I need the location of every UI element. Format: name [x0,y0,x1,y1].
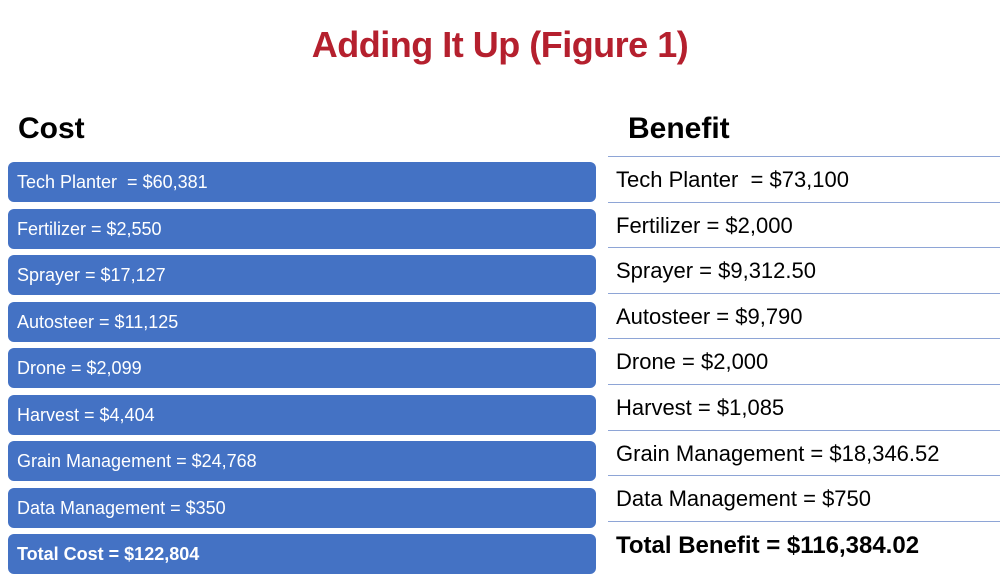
benefit-item-sprayer: Sprayer = $9,312.50 [608,248,1000,294]
cost-list: Tech Planter = $60,381 Fertilizer = $2,5… [8,162,596,581]
benefit-item-data-management: Data Management = $750 [608,476,1000,522]
cost-heading: Cost [18,112,85,145]
cost-item-drone: Drone = $2,099 [8,348,596,388]
benefit-total: Total Benefit = $116,384.02 [616,531,920,559]
cost-item-fertilizer: Fertilizer = $2,550 [8,208,596,249]
cost-item-data-management: Data Management = $350 [8,487,596,528]
benefit-item-autosteer: Autosteer = $9,790 [608,294,1000,340]
cost-item-harvest: Harvest = $4,404 [8,394,596,435]
cost-total: Total Cost = $122,804 [8,534,596,574]
page-title: Adding It Up (Figure 1) [311,24,689,65]
benefit-list: Tech Planter = $73,100 Fertilizer = $2,0… [608,156,1000,567]
benefit-item-grain-management: Grain Management = $18,346.52 [608,431,1000,477]
benefit-item-fertilizer: Fertilizer = $2,000 [608,203,1000,249]
benefit-item-harvest: Harvest = $1,085 [608,385,1000,431]
benefit-item-tech-planter: Tech Planter = $73,100 [608,157,1000,203]
cost-item-sprayer: Sprayer = $17,127 [8,255,596,295]
cost-item-grain-management: Grain Management = $24,768 [8,441,596,481]
cost-item-autosteer: Autosteer = $11,125 [8,301,596,342]
benefit-heading: Benefit [628,112,730,145]
benefit-item-drone: Drone = $2,000 [608,339,1000,385]
cost-item-tech-planter: Tech Planter = $60,381 [8,162,596,202]
